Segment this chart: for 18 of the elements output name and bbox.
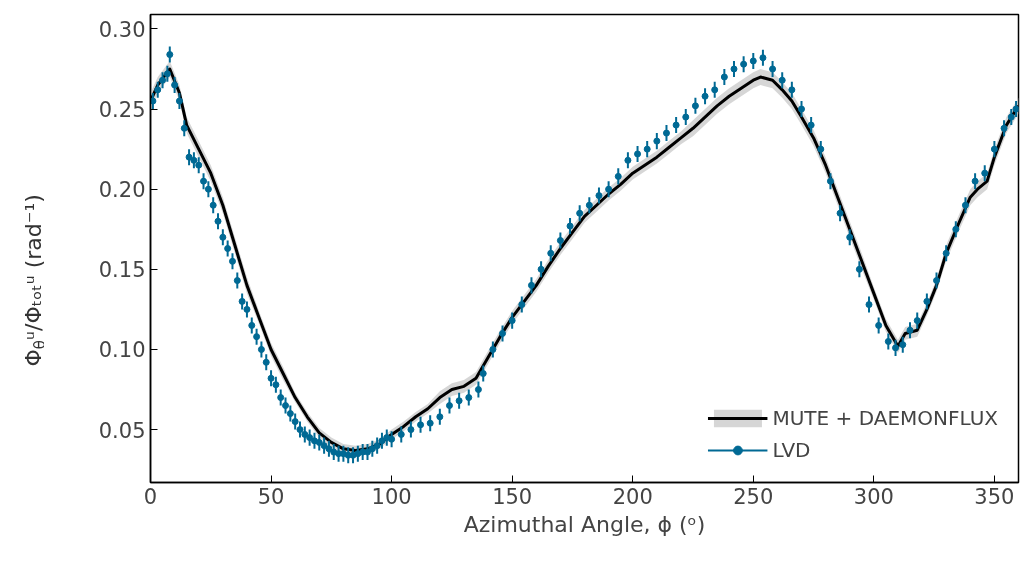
legend-label: MUTE + DAEMONFLUX	[772, 406, 998, 430]
legend-label: LVD	[772, 438, 811, 462]
y-tick-label: 0.20	[98, 178, 146, 203]
y-tick-label: 0.05	[98, 418, 146, 443]
x-tick-label: 100	[371, 484, 412, 509]
y-axis-title: Φθᵘ/Φₜₒₜᵘ (rad⁻¹)	[21, 194, 49, 367]
x-tick-label: 150	[492, 484, 533, 509]
x-tick-label: 350	[974, 484, 1015, 509]
x-tick-label: 200	[612, 484, 653, 509]
y-tick-label: 0.30	[98, 17, 146, 42]
x-tick-label: 0	[143, 484, 158, 509]
y-tick-label: 0.10	[98, 338, 146, 363]
y-tick-label: 0.25	[98, 98, 146, 123]
x-axis-title: Azimuthal Angle, ϕ (ᵒ)	[463, 511, 706, 537]
x-tick-label: 300	[853, 484, 894, 509]
x-tick-label: 250	[733, 484, 774, 509]
y-tick-label: 0.15	[98, 258, 146, 283]
x-tick-label: 50	[257, 484, 285, 509]
